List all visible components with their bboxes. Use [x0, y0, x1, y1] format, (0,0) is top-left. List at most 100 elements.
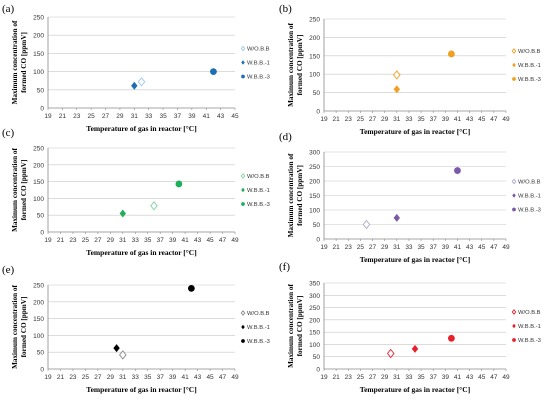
- x-tick-label: 31: [131, 113, 139, 120]
- x-tick-label: 29: [107, 374, 115, 381]
- y-tick-label: 100: [33, 69, 44, 76]
- x-tick-label: 47: [490, 244, 498, 251]
- legend-marker: [512, 62, 516, 68]
- x-tick-label: 45: [478, 374, 486, 381]
- x-tick-label: 31: [119, 374, 127, 381]
- y-axis-title-line: Maximum concentration of: [287, 22, 295, 106]
- x-tick-label: 33: [132, 237, 140, 244]
- x-tick-label: 41: [203, 113, 211, 120]
- x-tick-label: 47: [219, 237, 227, 244]
- x-tick-label: 33: [405, 244, 413, 251]
- legend-marker: [240, 45, 246, 52]
- y-tick-label: 150: [309, 53, 320, 60]
- x-tick-label: 43: [466, 244, 474, 251]
- x-tick-label: 45: [206, 374, 214, 381]
- x-tick-label: 45: [478, 116, 486, 123]
- legend-label: W.B.B.-1: [518, 194, 541, 200]
- x-tick-label: 23: [69, 374, 77, 381]
- x-tick-label: 35: [159, 113, 167, 120]
- x-tick-label: 39: [442, 374, 450, 381]
- y-axis-title-line: formed CO [ppmV]: [20, 160, 28, 221]
- y-tick-label: 50: [313, 90, 321, 97]
- x-tick-label: 31: [393, 116, 401, 123]
- panel-label: (c): [2, 127, 15, 139]
- legend-marker: [512, 207, 516, 212]
- x-tick-label: 31: [393, 244, 401, 251]
- x-tick-label: 29: [116, 113, 124, 120]
- x-tick-label: 41: [182, 237, 190, 244]
- y-tick-label: 250: [309, 305, 320, 312]
- panel-label: (f): [279, 261, 290, 273]
- y-tick-label: 200: [309, 317, 320, 324]
- y-tick-label: 200: [33, 162, 44, 169]
- data-point-w-b-b-3: [187, 284, 195, 292]
- x-tick-label: 45: [206, 237, 214, 244]
- x-tick-label: 47: [490, 116, 498, 123]
- x-tick-label: 39: [188, 113, 196, 120]
- legend-label: W.B.B.-3: [518, 77, 541, 83]
- x-tick-label: 21: [333, 244, 341, 251]
- x-tick-label: 35: [144, 374, 152, 381]
- data-point-w-b-b-3: [210, 68, 217, 75]
- data-point-w-b-b-1: [131, 81, 138, 90]
- x-tick-label: 49: [231, 374, 239, 381]
- y-tick-label: 250: [309, 17, 320, 24]
- legend-marker: [241, 60, 245, 65]
- y-tick-label: 250: [33, 146, 44, 153]
- x-tick-label: 47: [219, 374, 227, 381]
- x-tick-label: 37: [430, 374, 438, 381]
- y-tick-label: 100: [309, 342, 320, 349]
- y-tick-label: 200: [309, 35, 320, 42]
- y-tick-label: 50: [37, 350, 45, 357]
- y-tick-label: 150: [33, 51, 44, 58]
- x-tick-label: 21: [59, 113, 67, 120]
- data-point-w-b-b-3: [175, 180, 183, 188]
- y-axis-title-line: Maximum concentration of: [287, 153, 295, 237]
- x-tick-label: 41: [454, 374, 462, 381]
- x-axis-title: Temperature of gas in reactor [°C]: [360, 255, 470, 264]
- panel-label: (d): [279, 131, 292, 143]
- x-axis-title: Temperature of gas in reactor [°C]: [86, 385, 196, 394]
- legend-label: W/O.B.B: [518, 310, 541, 316]
- legend-label: W/O.B.B: [518, 49, 541, 55]
- y-tick-label: 100: [33, 196, 44, 203]
- data-point-w-o-b-b: [362, 219, 371, 230]
- x-tick-label: 49: [502, 374, 510, 381]
- x-tick-label: 37: [430, 244, 438, 251]
- x-tick-label: 25: [82, 237, 90, 244]
- y-axis-title-line: formed CO [ppmV]: [296, 35, 304, 96]
- x-tick-label: 31: [119, 237, 127, 244]
- legend-label: W.B.B.-1: [518, 63, 541, 69]
- legend-marker: [512, 193, 516, 198]
- x-tick-label: 37: [157, 374, 165, 381]
- x-tick-label: 39: [442, 244, 450, 251]
- legend-marker: [241, 339, 245, 343]
- data-point-w-o-b-b: [137, 77, 146, 87]
- legend-label: W/O.B.B: [247, 47, 270, 53]
- x-tick-label: 25: [357, 116, 365, 123]
- panel-d: (d) 0 50 100 150 200 250 300 19 21 23 25 27 29 31 33 35 3…: [279, 131, 541, 264]
- panel-a: (a) 0 50 100 150 200 250 19 21 23 25 27 29 31 33 35 37 39…: [2, 3, 270, 133]
- x-tick-label: 37: [430, 116, 438, 123]
- y-tick-label: 150: [309, 330, 320, 337]
- legend-label: W.B.B.-1: [247, 61, 270, 67]
- y-tick-label: 0: [40, 106, 44, 113]
- y-axis-title-line: formed CO [ppmV]: [296, 296, 304, 357]
- legend-label: W.B.B.-3: [247, 339, 270, 345]
- x-tick-label: 25: [82, 374, 90, 381]
- legend-label: W.B.B.-1: [247, 188, 270, 194]
- legend-label: W.B.B.-1: [518, 324, 541, 330]
- x-tick-label: 19: [320, 244, 328, 251]
- x-tick-label: 19: [44, 374, 52, 381]
- y-axis-title-line: Maximum concentration of: [11, 284, 19, 368]
- y-tick-label: 0: [316, 237, 320, 244]
- y-tick-label: 300: [309, 293, 320, 300]
- x-tick-label: 43: [466, 116, 474, 123]
- legend-marker: [512, 77, 516, 81]
- x-tick-label: 49: [231, 237, 239, 244]
- x-tick-label: 39: [169, 374, 177, 381]
- y-tick-label: 50: [37, 87, 45, 94]
- x-tick-label: 19: [320, 374, 328, 381]
- x-tick-label: 27: [369, 374, 377, 381]
